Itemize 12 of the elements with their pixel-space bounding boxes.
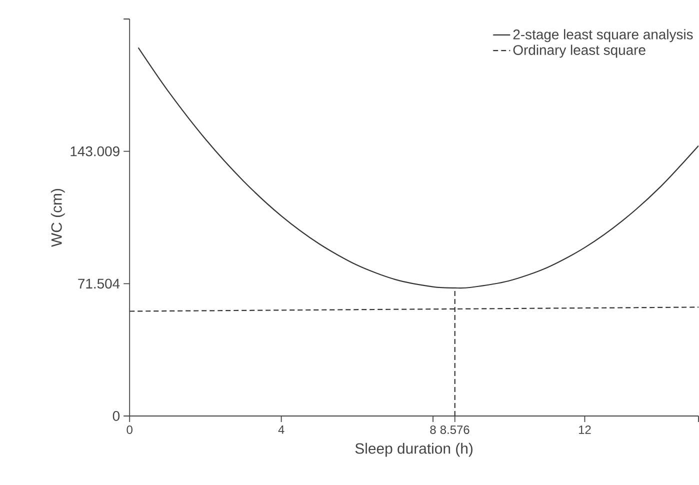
x-tick-label: 0	[126, 426, 132, 434]
x-tick-label: 4	[278, 426, 284, 434]
x-tick-label: 8.576	[440, 426, 470, 434]
x-tick-label: 8	[430, 426, 436, 434]
y-tick-label: 71.504	[78, 278, 120, 289]
x-axis-title: Sleep duration (h)	[355, 442, 472, 457]
x-tick-label: 12	[578, 426, 591, 434]
y-axis-title: WC (cm)	[50, 188, 65, 247]
legend-label: Ordinary least square	[513, 44, 646, 58]
y-tick-label: 143.009	[70, 146, 120, 156]
y-tick-label: 0	[112, 411, 120, 421]
legend-label: 2-stage least square analysis	[513, 29, 693, 42]
